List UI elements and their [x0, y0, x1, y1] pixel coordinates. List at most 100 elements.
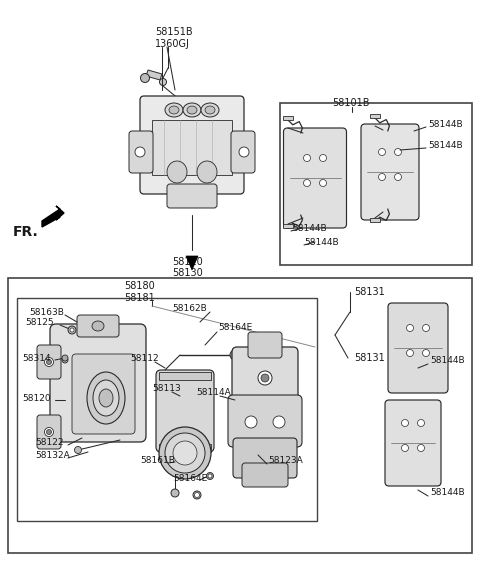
Bar	[370, 114, 380, 118]
FancyBboxPatch shape	[140, 96, 244, 194]
FancyBboxPatch shape	[37, 415, 61, 449]
Ellipse shape	[197, 161, 217, 183]
Text: 58161B: 58161B	[140, 456, 175, 465]
Text: 58314: 58314	[22, 353, 50, 362]
Ellipse shape	[205, 106, 215, 114]
Ellipse shape	[245, 416, 257, 428]
Text: 58114A: 58114A	[196, 388, 231, 397]
Text: 58130: 58130	[172, 268, 203, 278]
Ellipse shape	[320, 154, 326, 162]
Text: 1360GJ: 1360GJ	[155, 39, 190, 49]
Ellipse shape	[99, 389, 113, 407]
Ellipse shape	[242, 370, 248, 375]
Polygon shape	[186, 256, 198, 270]
Text: 58122: 58122	[35, 438, 63, 447]
Text: FR.: FR.	[13, 225, 39, 239]
Ellipse shape	[47, 360, 51, 365]
Text: 58132A: 58132A	[35, 450, 70, 459]
Text: 58112: 58112	[130, 353, 158, 362]
Ellipse shape	[320, 180, 326, 186]
Polygon shape	[42, 206, 64, 227]
Polygon shape	[146, 70, 162, 80]
FancyBboxPatch shape	[231, 131, 255, 173]
Ellipse shape	[395, 173, 401, 181]
Text: 58144B: 58144B	[428, 140, 463, 149]
Text: 58180: 58180	[124, 281, 155, 291]
Ellipse shape	[62, 357, 68, 363]
Text: 58144B: 58144B	[428, 119, 463, 128]
FancyBboxPatch shape	[385, 400, 441, 486]
Ellipse shape	[261, 374, 269, 382]
Ellipse shape	[167, 161, 187, 183]
Text: 58144B: 58144B	[292, 223, 326, 232]
Ellipse shape	[379, 173, 385, 181]
Text: 58164E: 58164E	[218, 323, 252, 332]
Ellipse shape	[169, 106, 179, 114]
Ellipse shape	[171, 489, 179, 497]
FancyBboxPatch shape	[361, 124, 419, 220]
Ellipse shape	[93, 380, 119, 416]
Bar	[159, 372, 211, 380]
Ellipse shape	[70, 328, 74, 332]
Bar	[159, 444, 211, 452]
Text: 58181: 58181	[124, 293, 155, 303]
Bar	[8, 278, 472, 553]
Ellipse shape	[47, 430, 51, 435]
Ellipse shape	[418, 444, 424, 452]
Ellipse shape	[159, 427, 211, 479]
FancyBboxPatch shape	[242, 463, 288, 487]
Ellipse shape	[201, 103, 219, 117]
FancyBboxPatch shape	[284, 128, 347, 228]
Text: 58164E: 58164E	[173, 473, 207, 482]
FancyBboxPatch shape	[167, 184, 217, 208]
FancyBboxPatch shape	[248, 332, 282, 358]
Ellipse shape	[407, 324, 413, 332]
Ellipse shape	[401, 420, 408, 426]
Ellipse shape	[74, 447, 82, 453]
FancyBboxPatch shape	[156, 370, 214, 452]
Ellipse shape	[68, 326, 76, 334]
Text: 58110: 58110	[172, 257, 203, 267]
Ellipse shape	[165, 103, 183, 117]
Ellipse shape	[258, 371, 272, 385]
Text: 58144B: 58144B	[430, 356, 465, 365]
Ellipse shape	[407, 350, 413, 356]
Ellipse shape	[193, 491, 201, 499]
Ellipse shape	[92, 321, 104, 331]
FancyBboxPatch shape	[72, 354, 135, 434]
Ellipse shape	[45, 427, 53, 436]
Text: 58144B: 58144B	[304, 237, 338, 246]
Ellipse shape	[87, 372, 125, 424]
FancyBboxPatch shape	[129, 131, 153, 173]
Ellipse shape	[165, 433, 205, 473]
Ellipse shape	[230, 350, 240, 360]
FancyBboxPatch shape	[77, 315, 119, 337]
Bar	[283, 224, 293, 228]
FancyBboxPatch shape	[388, 303, 448, 393]
Ellipse shape	[303, 154, 311, 162]
Ellipse shape	[395, 149, 401, 155]
FancyBboxPatch shape	[37, 345, 61, 379]
FancyBboxPatch shape	[228, 395, 302, 447]
FancyBboxPatch shape	[233, 438, 297, 478]
Text: 58162B: 58162B	[172, 304, 207, 312]
Ellipse shape	[239, 147, 249, 157]
Text: 58144B: 58144B	[430, 488, 465, 496]
Ellipse shape	[303, 180, 311, 186]
Bar	[17, 298, 317, 521]
Text: 58131: 58131	[354, 287, 385, 297]
Text: 58125: 58125	[25, 318, 54, 327]
Bar	[370, 218, 380, 222]
Ellipse shape	[187, 106, 197, 114]
Ellipse shape	[401, 444, 408, 452]
Bar	[152, 120, 232, 175]
Ellipse shape	[62, 355, 68, 361]
Ellipse shape	[422, 324, 430, 332]
Text: 58101B: 58101B	[332, 98, 370, 108]
Ellipse shape	[273, 416, 285, 428]
Text: 58120: 58120	[22, 393, 50, 402]
Ellipse shape	[194, 493, 200, 498]
Ellipse shape	[418, 420, 424, 426]
Ellipse shape	[135, 147, 145, 157]
Bar	[283, 116, 293, 120]
